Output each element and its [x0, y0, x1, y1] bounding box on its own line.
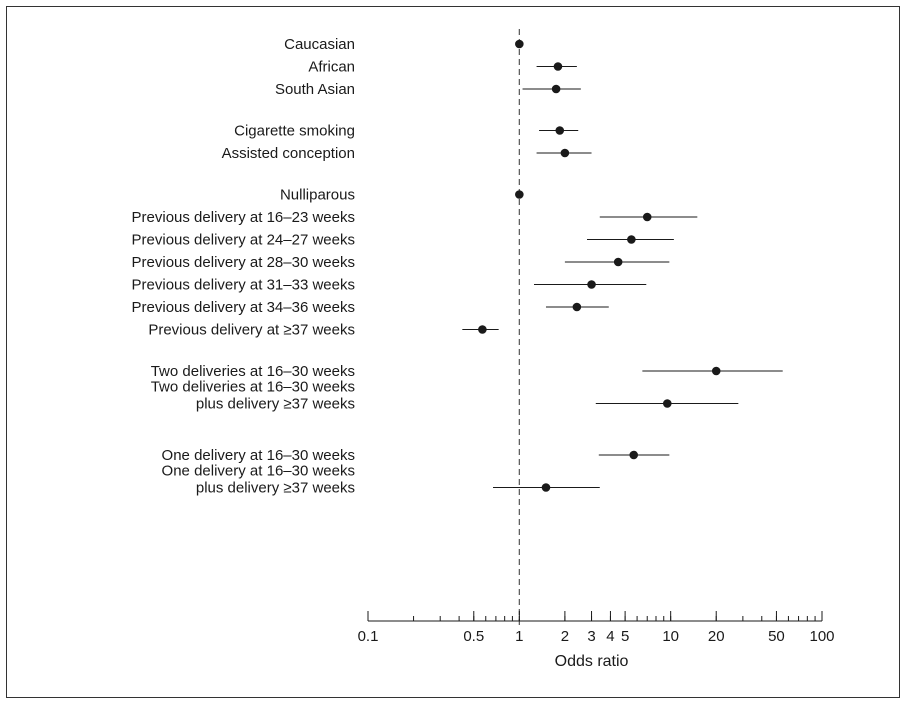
- point-estimate: [478, 325, 487, 334]
- tick-label: 50: [768, 628, 785, 645]
- row-labels: Caucasian African South Asian Cigarette smo…: [132, 36, 355, 497]
- row-label: Nulliparous: [280, 187, 355, 204]
- tick-label: 0.5: [463, 628, 484, 645]
- point-estimate: [560, 148, 570, 158]
- tick-label: 0.1: [358, 628, 379, 645]
- point-estimate: [551, 84, 561, 94]
- point-estimate: [515, 39, 524, 49]
- tick-label: 4: [606, 628, 614, 645]
- row-label: Two deliveries at 16–30 weeks: [151, 379, 355, 396]
- row-label: Caucasian: [284, 36, 355, 53]
- row-label: Previous delivery at 31–33 weeks: [132, 277, 355, 294]
- point-estimates: [478, 39, 721, 492]
- confidence-intervals: [462, 65, 783, 489]
- row-label: Previous delivery at 34–36 weeks: [132, 299, 355, 316]
- tick-label: 10: [662, 628, 679, 645]
- tick-label: 3: [587, 628, 595, 645]
- point-estimate: [553, 62, 563, 71]
- row-label: Previous delivery at ≥37 weeks: [148, 322, 355, 339]
- point-estimate: [629, 450, 639, 460]
- point-estimate: [555, 126, 565, 135]
- tick-label: 1: [515, 628, 523, 645]
- point-estimate: [515, 190, 524, 199]
- point-estimate: [572, 302, 582, 312]
- row-label: Cigarette smoking: [234, 123, 355, 140]
- row-label: Assisted conception: [222, 145, 355, 162]
- point-estimate: [711, 366, 721, 376]
- row-label: plus delivery ≥37 weeks: [196, 396, 355, 413]
- tick-label: 5: [621, 628, 629, 645]
- point-estimate: [642, 212, 652, 222]
- row-label: One delivery at 16–30 weeks: [162, 463, 355, 480]
- tick-label: 2: [561, 628, 569, 645]
- row-label: Two deliveries at 16–30 weeks: [151, 363, 355, 380]
- point-estimate: [613, 257, 623, 267]
- forest-plot: Caucasian African South Asian Cigarette smo…: [132, 29, 835, 670]
- tick-label: 100: [809, 628, 834, 645]
- point-estimate: [662, 399, 672, 408]
- row-label: Previous delivery at 16–23 weeks: [132, 209, 355, 226]
- row-label: South Asian: [275, 81, 355, 98]
- chart-frame: Caucasian African South Asian Cigarette smo…: [6, 6, 900, 698]
- tick-label: 20: [708, 628, 725, 645]
- point-estimate: [587, 280, 596, 289]
- row-label: Previous delivery at 28–30 weeks: [132, 254, 355, 271]
- point-estimate: [627, 235, 636, 244]
- x-axis-title: Odds ratio: [555, 653, 629, 670]
- point-estimate: [541, 483, 551, 492]
- row-label: African: [308, 59, 355, 76]
- x-axis: 0.1 0.5 1 2 3 4 5 10 20 50 100: [358, 611, 835, 645]
- row-label: One delivery at 16–30 weeks: [162, 447, 355, 464]
- row-label: Previous delivery at 24–27 weeks: [132, 232, 355, 249]
- row-label: plus delivery ≥37 weeks: [196, 480, 355, 497]
